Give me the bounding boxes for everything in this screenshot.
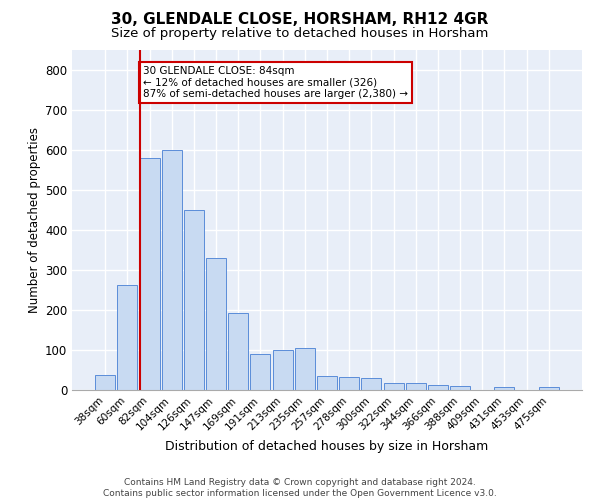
Bar <box>184 210 204 390</box>
Bar <box>295 348 315 390</box>
Bar <box>206 258 226 390</box>
Bar <box>361 378 382 390</box>
Bar <box>494 387 514 390</box>
Bar <box>428 385 448 390</box>
Bar <box>95 375 115 390</box>
Bar <box>140 158 160 390</box>
Bar <box>118 285 137 390</box>
Text: 30 GLENDALE CLOSE: 84sqm
← 12% of detached houses are smaller (326)
87% of semi-: 30 GLENDALE CLOSE: 84sqm ← 12% of detach… <box>143 66 408 99</box>
Bar <box>383 383 404 390</box>
Bar <box>228 313 248 390</box>
Bar <box>539 387 559 390</box>
Text: Contains HM Land Registry data © Crown copyright and database right 2024.
Contai: Contains HM Land Registry data © Crown c… <box>103 478 497 498</box>
Bar <box>272 350 293 390</box>
Bar <box>450 386 470 390</box>
X-axis label: Distribution of detached houses by size in Horsham: Distribution of detached houses by size … <box>166 440 488 453</box>
Text: 30, GLENDALE CLOSE, HORSHAM, RH12 4GR: 30, GLENDALE CLOSE, HORSHAM, RH12 4GR <box>112 12 488 28</box>
Bar <box>317 376 337 390</box>
Bar <box>339 377 359 390</box>
Bar <box>406 383 426 390</box>
Bar <box>250 354 271 390</box>
Y-axis label: Number of detached properties: Number of detached properties <box>28 127 41 313</box>
Bar <box>162 150 182 390</box>
Text: Size of property relative to detached houses in Horsham: Size of property relative to detached ho… <box>112 28 488 40</box>
